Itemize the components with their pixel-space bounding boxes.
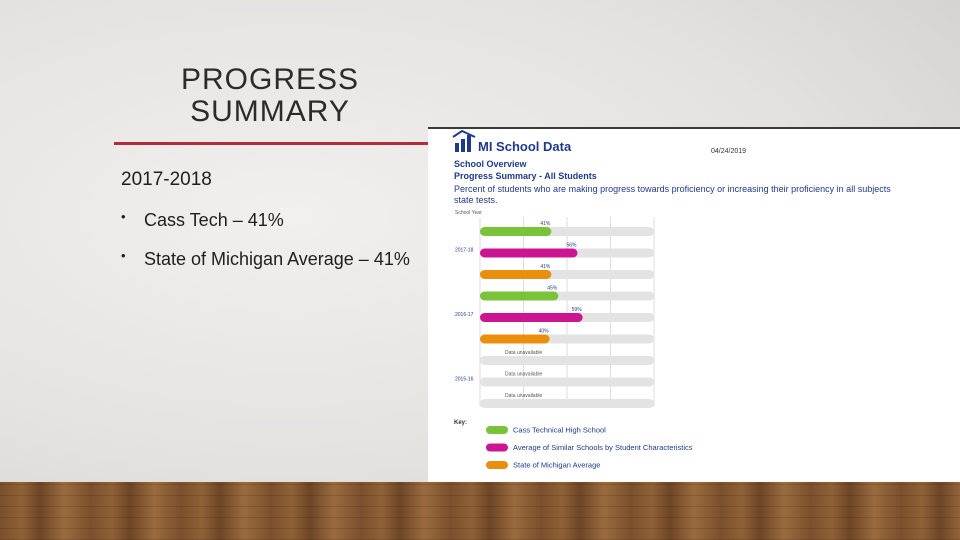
legend-entry: State of Michigan Average [513, 461, 600, 470]
report-heading: Progress Summary - All Students [454, 171, 597, 181]
report-date: 04/24/2019 [711, 148, 746, 155]
report-description-line1: Percent of students who are making progr… [454, 184, 891, 194]
title-divider [114, 142, 432, 145]
bar-track [480, 399, 654, 408]
legend-entry: Cass Technical High School [513, 426, 606, 435]
bullet-text: State of Michigan Average – 41% [144, 249, 410, 269]
embedded-report-screenshot: MI School Data 04/24/2019 School Overvie… [428, 127, 960, 482]
slide-title-line1: PROGRESS [180, 63, 360, 96]
bar-value-label: 41% [540, 264, 551, 270]
bar-unavailable-label: Data unavailable [505, 372, 542, 378]
progress-chart: MI School Data 04/24/2019 School Overvie… [452, 129, 891, 470]
mi-school-data-logo-icon [452, 129, 476, 152]
report-description-line2: state tests. [454, 195, 498, 205]
bar-2-3 [480, 334, 550, 344]
bar-1-1 [480, 227, 552, 236]
bar-1-2 [480, 248, 578, 258]
key-label: Key: [454, 420, 467, 426]
logo-text: MI School Data [478, 139, 572, 154]
legend-swatch [486, 426, 508, 434]
bar-value-label: 56% [566, 243, 577, 249]
bar-value-label: 40% [539, 329, 550, 335]
legend-entry: Average of Similar Schools by Student Ch… [513, 443, 693, 452]
chart-legend: Cass Technical High School Average of Sim… [486, 426, 693, 470]
section-title: School Overview [454, 159, 528, 169]
school-year-heading: 2017-2018 [121, 169, 212, 190]
school-year-label: School Year [455, 210, 482, 216]
bar-value-label: 45% [547, 286, 558, 292]
bar-value-label: 41% [540, 221, 551, 227]
group-label: 2015-16 [455, 377, 474, 383]
bullet-icon: • [121, 209, 126, 224]
wood-floor-decoration [0, 482, 960, 540]
legend-swatch [486, 443, 508, 452]
bar-unavailable-label: Data unavailable [505, 350, 542, 356]
chart-bars: 41% 56% 41% 2017-18 45% 59% 40% 2016-17 Data una… [455, 221, 654, 408]
bar-track [480, 377, 654, 387]
legend-swatch [486, 461, 508, 469]
bar-unavailable-label: Data unavailable [505, 393, 542, 399]
bar-value-label: 59% [572, 307, 583, 313]
slide-title-line2: SUMMARY [190, 95, 350, 128]
bullet-text: Cass Tech – 41% [144, 210, 284, 230]
bar-1-3 [480, 270, 552, 279]
bullet-icon: • [121, 248, 126, 263]
group-label: 2017-18 [455, 248, 474, 254]
bar-2-2 [480, 313, 583, 322]
slide-title: PROGRESS SUMMARY [140, 64, 400, 128]
bar-2-1 [480, 291, 559, 301]
bar-track [480, 356, 654, 365]
group-label: 2016-17 [455, 312, 474, 318]
